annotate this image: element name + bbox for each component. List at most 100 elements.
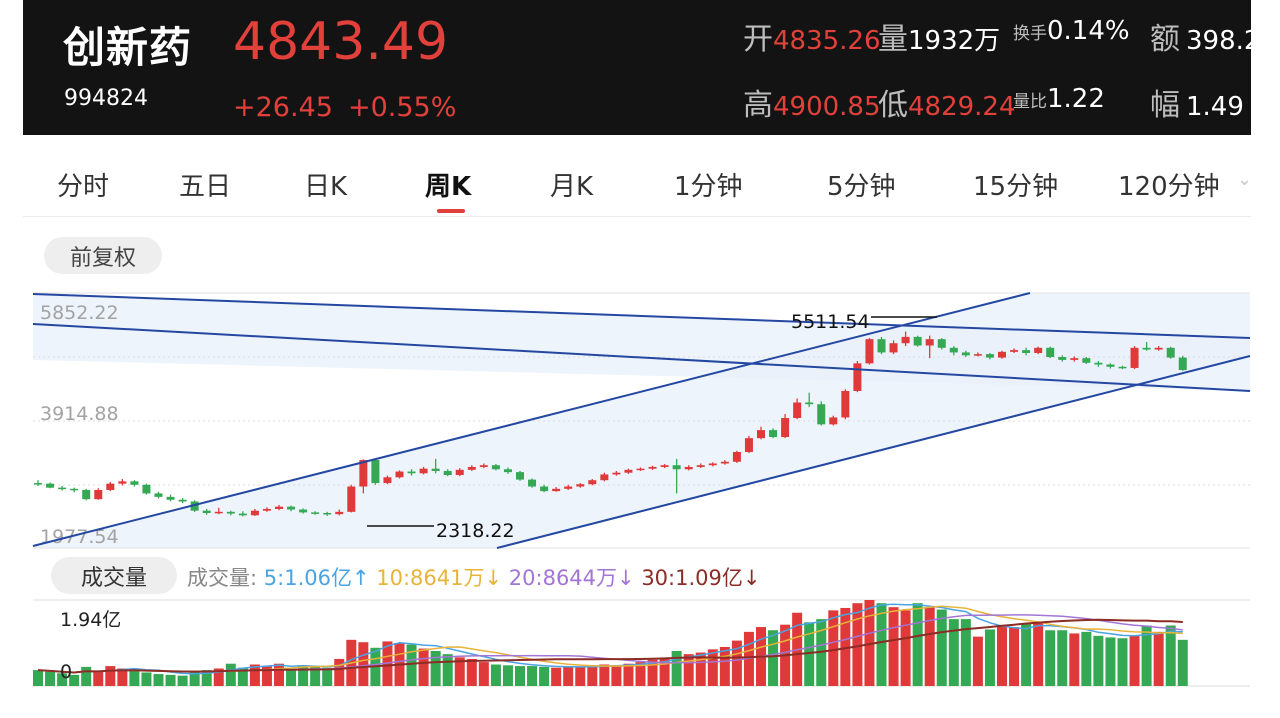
downtrend-upper-line bbox=[32, 293, 1251, 339]
tab-15-minute[interactable]: 15分钟 bbox=[973, 172, 1059, 202]
turnover-stat: 换手0.14% bbox=[1013, 16, 1130, 46]
candle-body bbox=[383, 477, 392, 484]
candle-body bbox=[166, 496, 175, 500]
candle-body bbox=[371, 460, 380, 484]
open-label: 开 bbox=[743, 22, 773, 57]
candle-body bbox=[491, 465, 500, 470]
candle-body bbox=[142, 484, 151, 494]
candle-body bbox=[829, 417, 838, 425]
candle-body bbox=[720, 461, 729, 464]
candle-body bbox=[347, 486, 356, 512]
candle-body bbox=[238, 513, 247, 516]
candle-body bbox=[1010, 350, 1019, 352]
volume-indicator-button[interactable]: 成交量 bbox=[51, 557, 177, 594]
candle-body bbox=[503, 469, 512, 473]
candle-body bbox=[901, 336, 910, 344]
amount-value: 398.2 bbox=[1186, 26, 1251, 56]
candle-body bbox=[805, 402, 814, 405]
volume-ma5: 5:1.06亿↑ bbox=[263, 566, 370, 590]
candle-body bbox=[841, 390, 850, 418]
candle-body bbox=[1178, 357, 1187, 371]
candle-body bbox=[552, 488, 561, 492]
y-axis-label-bottom: 1977.54 bbox=[40, 526, 119, 548]
tab-120-minute[interactable]: 120分钟 bbox=[1118, 172, 1220, 202]
low-stat: 低4829.24 bbox=[878, 80, 1016, 124]
high-value: 4900.85 bbox=[773, 92, 881, 122]
volume-stat: 量1932万 bbox=[878, 14, 1000, 58]
candle-body bbox=[708, 463, 717, 466]
tab-1-minute[interactable]: 1分钟 bbox=[674, 172, 743, 202]
candle-body bbox=[973, 354, 982, 356]
candle-body bbox=[937, 339, 946, 348]
candle-body bbox=[419, 468, 428, 474]
candle-body bbox=[202, 510, 211, 513]
candle-body bbox=[744, 438, 753, 452]
tab-daily-k[interactable]: 日K bbox=[304, 172, 348, 202]
candle-body bbox=[34, 483, 42, 485]
tab-5-minute[interactable]: 5分钟 bbox=[827, 172, 896, 202]
turnover-value: 0.14% bbox=[1047, 16, 1130, 46]
uptrend-upper-line bbox=[32, 292, 1031, 547]
chevron-down-icon[interactable]: ⌄ bbox=[1237, 169, 1253, 190]
candle-body bbox=[467, 466, 476, 470]
candle-body bbox=[106, 483, 115, 490]
tab-weekly-k[interactable]: 周K bbox=[425, 172, 472, 202]
candle-body bbox=[1094, 362, 1103, 365]
candle-body bbox=[913, 336, 922, 346]
candle-body bbox=[889, 343, 898, 353]
candle-body bbox=[287, 506, 296, 510]
turnover-label: 换手 bbox=[1013, 24, 1047, 44]
candle-body bbox=[1118, 366, 1127, 369]
volume-label: 量 bbox=[878, 22, 908, 57]
high-label: 高 bbox=[743, 88, 773, 123]
last-price: 4843.49 bbox=[233, 12, 449, 72]
candle-body bbox=[275, 506, 283, 509]
candle-body bbox=[684, 466, 693, 470]
volume-ratio-value: 1.22 bbox=[1047, 84, 1105, 114]
candle-body bbox=[757, 430, 765, 439]
candle-body bbox=[262, 508, 271, 511]
candle-body bbox=[178, 499, 187, 502]
volume-ratio-label: 量比 bbox=[1013, 92, 1047, 112]
left-margin bbox=[0, 0, 23, 718]
high-price-annotation: 5511.54 bbox=[791, 311, 870, 333]
candle-body bbox=[781, 418, 790, 438]
candle-body bbox=[636, 468, 645, 471]
open-value: 4835.26 bbox=[773, 26, 881, 56]
candle-body bbox=[1034, 347, 1043, 353]
price-change-percent: +0.55% bbox=[348, 92, 457, 123]
candle-body bbox=[226, 511, 235, 514]
candle-body bbox=[118, 481, 127, 484]
candle-body bbox=[1166, 347, 1175, 358]
price-change: +26.45 bbox=[233, 92, 333, 123]
candle-body bbox=[600, 474, 609, 481]
tab-intraday[interactable]: 分时 bbox=[57, 172, 110, 202]
candle-body bbox=[431, 468, 440, 471]
candle-body bbox=[455, 469, 464, 476]
candle-body bbox=[877, 339, 886, 353]
candle-body bbox=[624, 469, 633, 473]
active-tab-indicator bbox=[437, 209, 465, 213]
tab-monthly-k[interactable]: 月K bbox=[550, 172, 594, 202]
candlesticks bbox=[34, 331, 1187, 517]
tab-five-day[interactable]: 五日 bbox=[179, 172, 232, 202]
candle-body bbox=[70, 488, 79, 491]
low-price-annotation: 2318.22 bbox=[436, 520, 515, 542]
candle-body bbox=[359, 460, 368, 487]
candle-body bbox=[407, 471, 416, 474]
candle-body bbox=[817, 404, 826, 425]
candle-body bbox=[612, 472, 621, 475]
candle-body bbox=[865, 339, 874, 364]
candle-body bbox=[1106, 364, 1115, 367]
volume-legend-label: 成交量: bbox=[187, 566, 258, 590]
price-adjust-button[interactable]: 前复权 bbox=[44, 237, 162, 274]
candle-body bbox=[395, 471, 404, 478]
candle-body bbox=[1046, 347, 1055, 358]
high-stat: 高4900.85 bbox=[743, 80, 881, 124]
downtrend-lower-line bbox=[32, 323, 1251, 392]
candle-body bbox=[696, 465, 705, 467]
candle-body bbox=[323, 512, 332, 515]
candle-body bbox=[1142, 347, 1151, 350]
